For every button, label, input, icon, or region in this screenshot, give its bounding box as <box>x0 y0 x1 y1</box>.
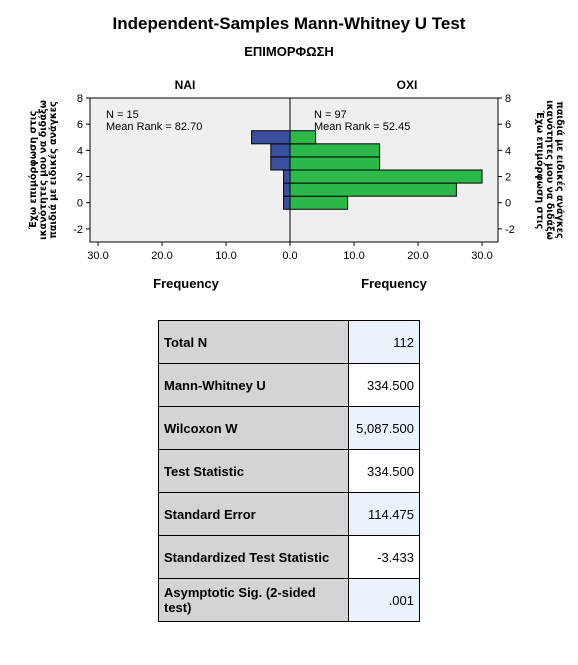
bar-right-3 <box>289 156 381 171</box>
stats-value: 334.500 <box>348 449 420 493</box>
panel-mean-rank-right: Mean Rank = 52.45 <box>314 121 410 133</box>
x-axis-label-right: Frequency <box>361 276 428 291</box>
bar-left-0 <box>283 195 291 210</box>
y-tick-label-right: -2 <box>505 224 515 236</box>
panel-mean-rank-left: Mean Rank = 82.70 <box>106 121 202 133</box>
stats-label: Test Statistic <box>158 449 349 493</box>
stats-label: Mann-Whitney U <box>158 363 349 407</box>
panel-n-right: N = 97 <box>314 109 347 121</box>
y-tick-label-right: 2 <box>505 172 511 184</box>
y-tick-label-right: 0 <box>505 198 511 210</box>
x-axis-label-left: Frequency <box>153 276 220 291</box>
y-tick-label-left: 2 <box>77 172 83 184</box>
y-axis-label-right: Έχω επιμόρφωση στις <box>534 110 545 230</box>
x-tick-label-left: 10.0 <box>215 250 236 262</box>
x-tick-label-left: 30.0 <box>87 250 108 262</box>
stats-row: Mann-Whitney U 334.500 <box>158 363 420 407</box>
x-tick-label-right: 20.0 <box>407 250 428 262</box>
chart-title: Independent-Samples Mann-Whitney U Test <box>112 14 466 33</box>
bar-left-3 <box>270 156 291 171</box>
bar-right-1 <box>289 182 457 197</box>
y-tick-label-left: 0 <box>77 198 83 210</box>
stats-label: Total N <box>158 320 349 364</box>
y-tick-label-right: 8 <box>505 93 511 105</box>
y-axis-label-left: ικανότητες μου να διδάξω <box>38 100 49 240</box>
stats-row: Wilcoxon W 5,087.500 <box>158 406 420 450</box>
panel-label-left: ΝΑΙ <box>175 78 196 92</box>
bar-right-0 <box>289 195 349 210</box>
stats-label: Wilcoxon W <box>158 406 349 450</box>
y-tick-label-left: -2 <box>73 224 83 236</box>
y-tick-label-left: 6 <box>77 119 83 131</box>
stats-label: Standard Error <box>158 492 349 536</box>
stats-row: Standardized Test Statistic -3.433 <box>158 535 420 579</box>
stats-value: 5,087.500 <box>348 406 420 450</box>
y-axis-label-left: παιδιά με ειδικές ανάγκες <box>48 101 59 238</box>
stats-row: Test Statistic 334.500 <box>158 449 420 493</box>
y-axis-label-right: παιδιά με ειδικές ανάγκες <box>554 101 565 238</box>
y-tick-label-left: 8 <box>77 93 83 105</box>
x-tick-label-right: 10.0 <box>343 250 364 262</box>
stats-value: 114.475 <box>348 492 420 536</box>
stats-row: Asymptotic Sig. (2-sided test) .001 <box>158 578 420 622</box>
stats-value: 112 <box>348 320 420 364</box>
bar-left-4 <box>270 143 291 158</box>
chart-subtitle: ΕΠΙΜΟΡΦΩΣΗ <box>244 44 334 59</box>
y-axis-label-right: ικανότητες μου να διδάξω <box>544 100 555 240</box>
bar-right-5 <box>289 130 317 145</box>
x-tick-label-left: 0.0 <box>282 250 297 262</box>
stats-value: 334.500 <box>348 363 420 407</box>
y-axis-label-left: Έχω επιμόρφωση στις <box>28 111 39 231</box>
stats-label: Asymptotic Sig. (2-sided test) <box>158 578 349 622</box>
bar-left-1 <box>283 182 291 197</box>
stats-value: .001 <box>348 578 420 622</box>
panel-label-right: ΟΧΙ <box>397 78 418 92</box>
stats-row: Standard Error 114.475 <box>158 492 420 536</box>
x-tick-label-left: 20.0 <box>151 250 172 262</box>
y-tick-label-right: 6 <box>505 119 511 131</box>
bar-right-4 <box>289 143 381 158</box>
x-tick-label-right: 30.0 <box>471 250 492 262</box>
stats-label: Standardized Test Statistic <box>158 535 349 579</box>
stats-value: -3.433 <box>348 535 420 579</box>
y-tick-label-right: 4 <box>505 145 511 157</box>
bar-left-5 <box>251 130 291 145</box>
test-statistics-table: Total N 112 Mann-Whitney U 334.500 Wilcoxon … <box>158 320 420 622</box>
bar-right-2 <box>289 169 483 184</box>
panel-n-left: N = 15 <box>106 109 139 121</box>
bar-left-2 <box>283 169 291 184</box>
stats-row: Total N 112 <box>158 320 420 364</box>
y-tick-label-left: 4 <box>77 145 83 157</box>
